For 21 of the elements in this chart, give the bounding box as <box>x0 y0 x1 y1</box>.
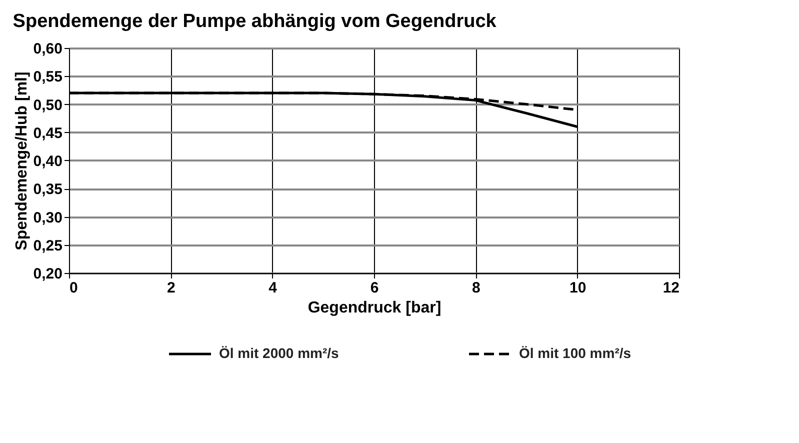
x-tick-label: 12 <box>662 280 680 296</box>
y-tick-label: 0,25 <box>33 237 62 254</box>
x-tick-label: 8 <box>472 280 480 296</box>
legend-label: Öl mit 2000 mm²/s <box>219 345 340 361</box>
x-axis-title: Gegendruck [bar] <box>308 300 442 316</box>
x-tick-label: 6 <box>370 280 379 296</box>
y-tick-label: 0,45 <box>33 124 62 142</box>
x-tick-label: 0 <box>70 280 78 296</box>
y-tick-label: 0,20 <box>33 266 62 282</box>
y-tick-label: 0,40 <box>33 153 62 170</box>
y-axis-title: Spendemenge/Hub [ml] <box>13 72 30 250</box>
chart-title: Spendemenge der Pumpe abhängig vom Gegendruck <box>12 11 497 32</box>
x-tick-label: 10 <box>569 280 586 296</box>
y-tick-label: 0,35 <box>33 181 62 198</box>
y-tick-label: 0,50 <box>33 96 62 114</box>
x-tick-label: 2 <box>166 280 176 296</box>
y-tick-label: 0,55 <box>33 68 62 86</box>
x-tick-label: 4 <box>268 280 278 296</box>
y-tick-label: 0,30 <box>33 209 62 226</box>
legend-label: Öl mit 100 mm²/s <box>519 345 632 361</box>
y-tick-label: 0,60 <box>33 40 62 58</box>
